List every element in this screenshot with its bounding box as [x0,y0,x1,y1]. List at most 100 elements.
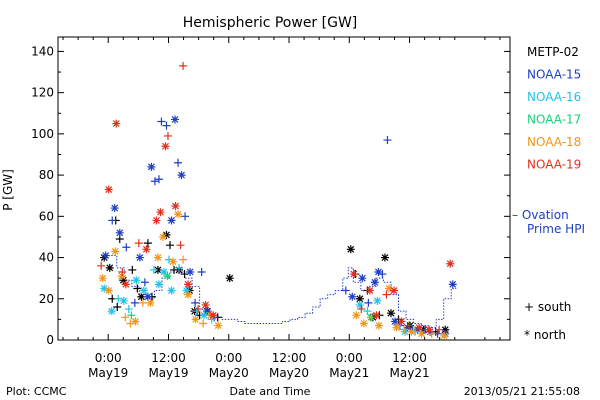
y-tick-label: 120 [31,86,54,100]
plot-timestamp: 2013/05/21 21:55:08 [464,385,580,398]
data-point [177,171,186,180]
data-point [131,317,140,326]
data-point [191,315,200,324]
data-point [181,212,190,221]
marker-legend-south: + south [524,300,571,314]
y-tick-label: 140 [31,44,54,58]
data-point [169,257,178,266]
data-point [363,307,372,316]
data-point [441,329,450,338]
data-point [384,284,393,293]
data-point [171,115,180,124]
data-point [117,272,126,281]
data-point [200,311,209,320]
data-point [374,321,383,330]
x-tick-time-label: 12:00 [272,351,307,365]
data-point [154,280,163,289]
x-tick-time-label: 12:00 [151,351,186,365]
data-point [383,136,392,145]
data-point [403,323,412,332]
data-point [373,296,382,305]
legend-entry-noaa-18: NOAA-18 [527,135,581,149]
y-tick-label: 100 [31,127,54,141]
data-point [158,232,167,241]
plot-credit: Plot: CCMC [6,385,67,398]
data-point [184,280,193,289]
data-point [191,298,200,307]
data-point [392,323,401,332]
data-point [203,307,212,316]
data-point [163,131,172,140]
data-point [110,204,119,213]
y-tick-label: 60 [39,209,54,223]
data-point [150,177,159,186]
data-point [349,270,358,279]
y-tick-label: 80 [39,168,54,182]
data-point [149,265,158,274]
plot-frame [57,36,511,341]
data-point [133,284,142,293]
ovation-legend-line1: – Ovation [512,208,569,222]
ovation-legend-line2: Prime HPI [527,222,585,236]
data-point [440,331,449,340]
y-tick-label: 0 [46,333,54,347]
x-tick-time-label: 12:00 [392,351,427,365]
data-point [179,255,188,264]
data-point [113,303,122,312]
data-point [162,230,171,239]
data-point [341,286,350,295]
data-point [112,119,121,128]
x-tick-date-label: May20 [209,366,249,380]
data-point [162,121,171,130]
data-point [405,321,414,330]
x-tick-date-label: May19 [88,366,128,380]
data-point [174,210,183,219]
data-point [417,329,426,338]
data-point [372,311,381,320]
data-point [427,329,436,338]
data-point [135,253,144,262]
data-point [111,247,120,256]
data-point [139,286,148,295]
data-point [118,267,127,276]
data-point [182,286,191,295]
y-tick-label: 20 [39,292,54,306]
data-point [127,311,136,320]
data-point [100,284,109,293]
legend-entry-metp-02: METP-02 [527,45,579,59]
chart-legend: METP-02 NOAA-15 NOAA-16 NOAA-17 NOAA-18 NOAA-… [512,45,585,342]
data-point [397,317,406,326]
data-point [143,239,152,248]
marker-legend-north: * north [524,328,566,342]
data-point [192,307,201,316]
data-point [201,300,210,309]
legend-entry-noaa-17: NOAA-17 [527,113,581,127]
data-point [153,253,162,262]
data-point [407,327,416,336]
data-point [132,276,141,285]
data-point [179,61,188,70]
data-point [225,274,234,283]
data-point [175,263,184,272]
data-point [365,286,374,295]
data-point [104,185,113,194]
data-point [174,158,183,167]
data-point [97,261,106,270]
data-point [119,276,128,285]
data-point [161,142,170,151]
data-point [143,292,152,301]
series-noaa-19 [97,61,455,334]
ovation-step-line [102,254,457,329]
data-point [98,274,107,283]
legend-entry-noaa-15: NOAA-15 [527,68,581,82]
data-point [358,274,367,283]
legend-entry-noaa-19: NOAA-19 [527,158,581,172]
x-tick-date-label: May21 [390,366,430,380]
data-point [378,270,387,279]
data-point [167,216,176,225]
data-point [184,290,193,299]
data-point [104,286,113,295]
data-point [108,216,117,225]
